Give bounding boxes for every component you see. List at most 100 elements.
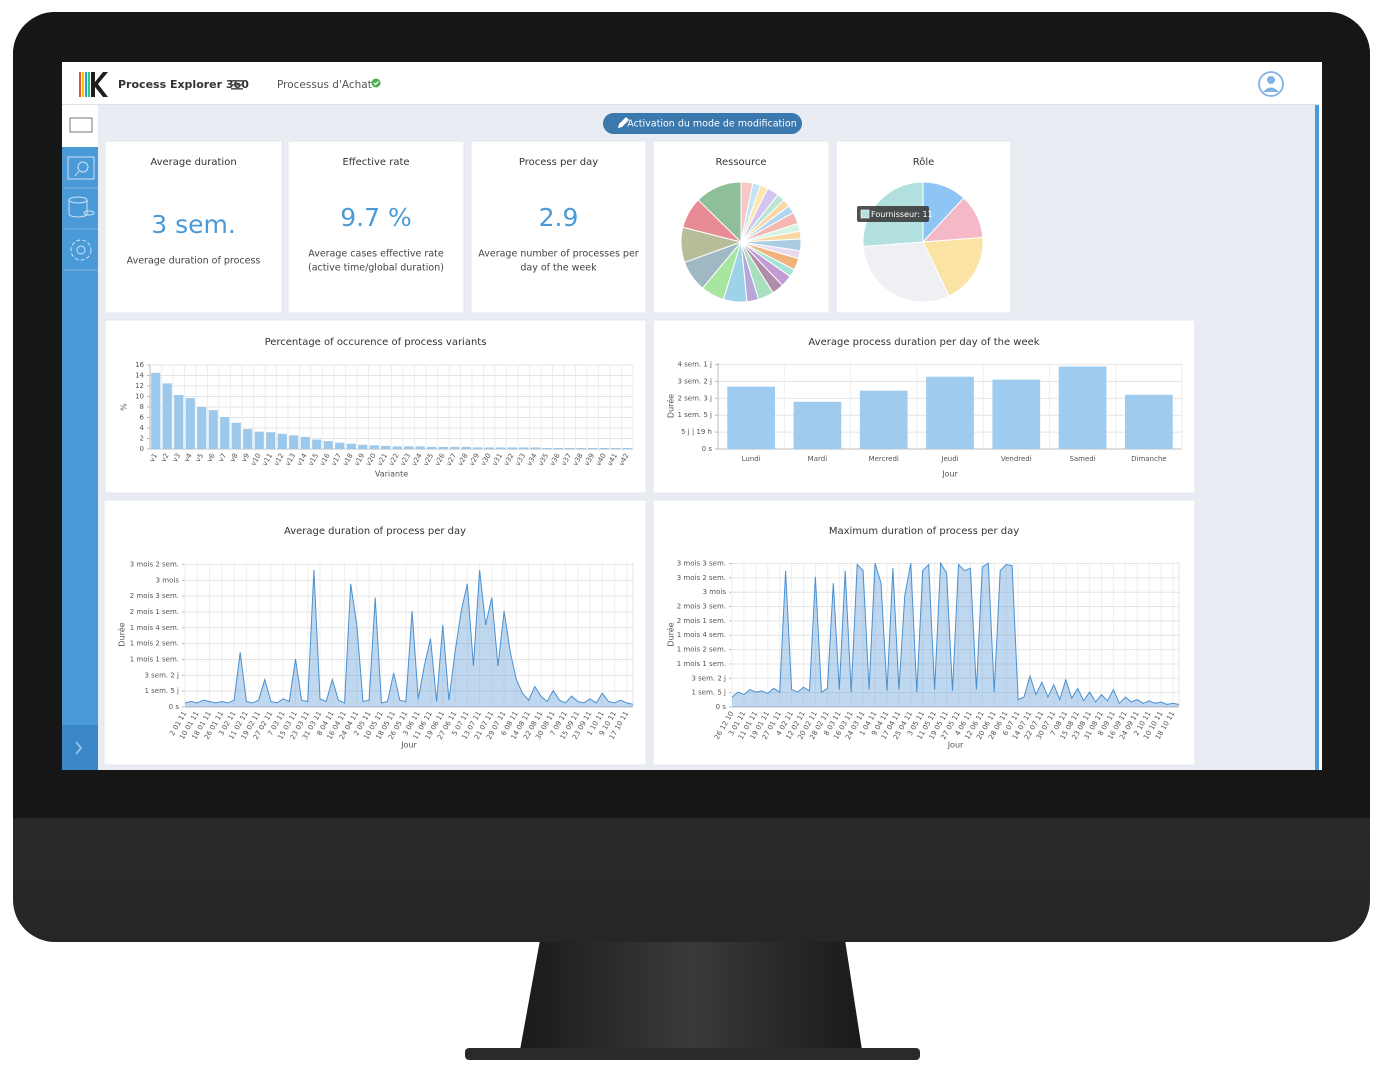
y-axis-title: Durée xyxy=(666,394,676,418)
user-avatar[interactable] xyxy=(1258,71,1284,97)
bar xyxy=(727,386,776,449)
y-tick-label: 2 mois 1 sem. xyxy=(677,617,726,625)
card xyxy=(104,140,283,314)
bar xyxy=(277,433,287,449)
pencil-icon xyxy=(618,117,629,128)
bar xyxy=(519,447,529,449)
bar xyxy=(450,446,460,449)
kpi-value: 2.9 xyxy=(539,203,579,232)
bar xyxy=(369,445,379,449)
card xyxy=(652,499,1196,766)
y-tick-label: 1 sem. 5 j xyxy=(144,687,179,695)
bar xyxy=(588,447,598,449)
y-tick-label: 3 mois 2 sem. xyxy=(130,560,179,568)
y-tick-label: 2 mois 3 sem. xyxy=(130,592,179,600)
monitor-stand xyxy=(520,940,862,1050)
bar xyxy=(300,436,310,449)
menu-button[interactable] xyxy=(231,80,243,90)
bar xyxy=(793,401,842,449)
y-tick-label: 1 sem. 5 j xyxy=(691,689,726,697)
x-tick-label: Jeudi xyxy=(940,455,958,463)
y-tick-label: 14 xyxy=(135,372,144,380)
bar xyxy=(243,429,253,449)
y-tick-label: 3 mois 2 sem. xyxy=(677,574,726,582)
bar xyxy=(381,445,391,449)
data-icon[interactable] xyxy=(68,196,95,218)
y-axis-title: % xyxy=(120,403,129,411)
bar xyxy=(220,416,230,449)
x-tick-label: Samedi xyxy=(1069,455,1095,463)
card xyxy=(287,140,465,314)
scrollbar xyxy=(1315,105,1319,770)
y-tick-label: 4 sem. 1 j xyxy=(677,361,712,369)
monitor-base xyxy=(465,1048,920,1060)
bar xyxy=(346,443,356,449)
sidebar xyxy=(62,105,98,770)
bar xyxy=(358,444,368,449)
app-name: Process Explorer 360 xyxy=(118,78,249,91)
x-tick-label: v2 xyxy=(159,452,170,463)
x-tick-label: v9 xyxy=(240,452,251,463)
bar xyxy=(461,446,471,449)
x-tick-label: v6 xyxy=(205,452,216,464)
bar xyxy=(553,447,563,449)
y-tick-label: 0 s xyxy=(702,445,713,453)
x-tick-label: Mercredi xyxy=(869,455,899,463)
bar xyxy=(174,394,184,449)
y-tick-label: 1 mois 1 sem. xyxy=(677,660,726,668)
y-tick-label: 2 mois 3 sem. xyxy=(677,603,726,611)
kpi-title: Average duration xyxy=(150,157,236,168)
bar xyxy=(565,447,575,449)
kpi-value: 3 sem. xyxy=(151,210,236,239)
x-axis-title: Jour xyxy=(947,741,964,750)
x-tick-label: v8 xyxy=(228,452,239,463)
y-tick-label: 1 mois 2 sem. xyxy=(677,646,726,654)
kpi-title: Process per day xyxy=(519,157,598,168)
y-axis-title: Durée xyxy=(117,622,127,646)
y-tick-label: 12 xyxy=(135,382,144,390)
bar xyxy=(162,383,172,449)
y-tick-label: 5 j | 19 h xyxy=(681,428,712,436)
sidebar-item-active[interactable] xyxy=(62,105,98,147)
bar xyxy=(231,422,241,449)
kpi-value: 9.7 % xyxy=(340,203,411,232)
y-tick-label: 4 xyxy=(140,424,145,432)
chart-title: Rôle xyxy=(913,156,935,168)
bar xyxy=(622,447,632,449)
bar xyxy=(254,431,264,449)
bar xyxy=(859,390,908,449)
bar xyxy=(404,446,414,449)
kpi-description: day of the week xyxy=(520,263,597,274)
kpi-description: Average duration of process xyxy=(127,256,261,267)
chart-title: Maximum duration of process per day xyxy=(829,526,1019,537)
x-axis-title: Jour xyxy=(941,470,958,479)
tooltip-swatch xyxy=(860,209,870,219)
logo xyxy=(79,72,108,97)
y-tick-label: 0 s xyxy=(716,703,727,711)
bar xyxy=(926,376,974,449)
area xyxy=(185,570,633,707)
x-tick-label: Lundi xyxy=(742,455,761,463)
x-tick-label: Vendredi xyxy=(1001,455,1032,463)
expand-arrow xyxy=(75,741,83,755)
chart-title: Percentage of occurence of process varia… xyxy=(265,337,487,348)
tooltip xyxy=(857,206,929,222)
bar xyxy=(484,447,494,449)
edit-mode-button[interactable] xyxy=(603,113,802,134)
bar xyxy=(1058,366,1107,449)
pie-slice xyxy=(697,181,742,244)
kpi-description: Average number of processes per xyxy=(478,249,638,260)
edit-mode-label[interactable]: Activation du mode de modification xyxy=(627,119,796,130)
y-tick-label: 10 xyxy=(135,393,144,401)
explorer-icon[interactable] xyxy=(67,156,95,180)
kpi-title: Effective rate xyxy=(342,157,409,168)
x-tick-label: Dimanche xyxy=(1131,455,1166,463)
process-name[interactable]: Processus d'Achat xyxy=(277,79,372,91)
y-tick-label: 0 s xyxy=(169,703,180,711)
y-tick-label: 3 sem. 2 j xyxy=(144,671,179,679)
bar xyxy=(473,447,483,449)
settings-icon[interactable] xyxy=(70,239,92,261)
status-check xyxy=(371,78,381,88)
bar xyxy=(576,447,586,449)
